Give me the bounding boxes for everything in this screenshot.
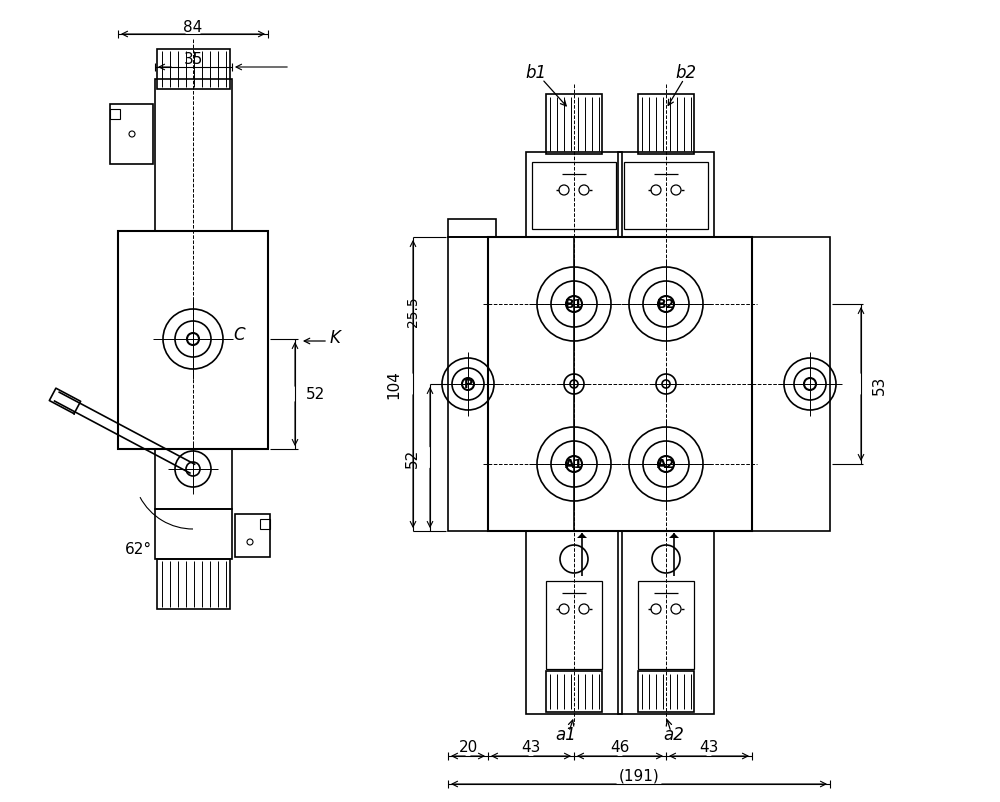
Bar xyxy=(110,110,120,119)
Bar xyxy=(618,153,714,237)
Bar xyxy=(546,671,602,712)
Text: 20: 20 xyxy=(458,739,478,755)
Text: 25.5: 25.5 xyxy=(406,296,420,326)
Bar xyxy=(546,581,602,669)
Text: a2: a2 xyxy=(664,725,684,743)
Bar xyxy=(526,532,622,714)
Text: 46: 46 xyxy=(610,739,630,755)
Text: b1: b1 xyxy=(525,64,547,82)
Bar xyxy=(624,163,708,229)
Bar xyxy=(235,514,270,557)
Polygon shape xyxy=(669,533,679,538)
Text: 43: 43 xyxy=(521,739,541,755)
Text: a1: a1 xyxy=(556,725,576,743)
Bar xyxy=(155,449,232,509)
Text: b2: b2 xyxy=(675,64,697,82)
Text: 52: 52 xyxy=(306,387,325,402)
Text: 43: 43 xyxy=(699,739,719,755)
Bar xyxy=(526,153,622,237)
Bar xyxy=(638,95,694,155)
Text: 104: 104 xyxy=(386,370,401,399)
Bar xyxy=(448,220,496,237)
Text: 35: 35 xyxy=(184,52,203,67)
Text: 84: 84 xyxy=(183,19,203,34)
Text: C: C xyxy=(233,326,245,343)
Text: P: P xyxy=(463,378,473,391)
Text: A2: A2 xyxy=(657,458,675,471)
Bar xyxy=(448,237,488,532)
Text: K: K xyxy=(330,329,341,346)
Text: 62°: 62° xyxy=(124,542,152,557)
Text: 52: 52 xyxy=(405,448,420,468)
Bar xyxy=(488,237,752,532)
Text: A1: A1 xyxy=(565,458,583,471)
Text: 53: 53 xyxy=(872,375,887,395)
Bar xyxy=(618,532,714,714)
Text: (191): (191) xyxy=(619,768,659,783)
Text: B2: B2 xyxy=(657,298,675,311)
Bar xyxy=(157,50,230,90)
Bar xyxy=(752,237,830,532)
Text: B1: B1 xyxy=(565,298,583,311)
Bar xyxy=(638,671,694,712)
Polygon shape xyxy=(577,533,587,538)
Bar xyxy=(155,509,232,559)
Bar xyxy=(110,105,153,164)
Bar xyxy=(532,163,616,229)
Bar xyxy=(118,232,268,449)
Bar xyxy=(155,80,232,232)
Bar xyxy=(260,520,270,529)
Bar xyxy=(157,559,230,610)
Bar xyxy=(546,95,602,155)
Bar xyxy=(638,581,694,669)
